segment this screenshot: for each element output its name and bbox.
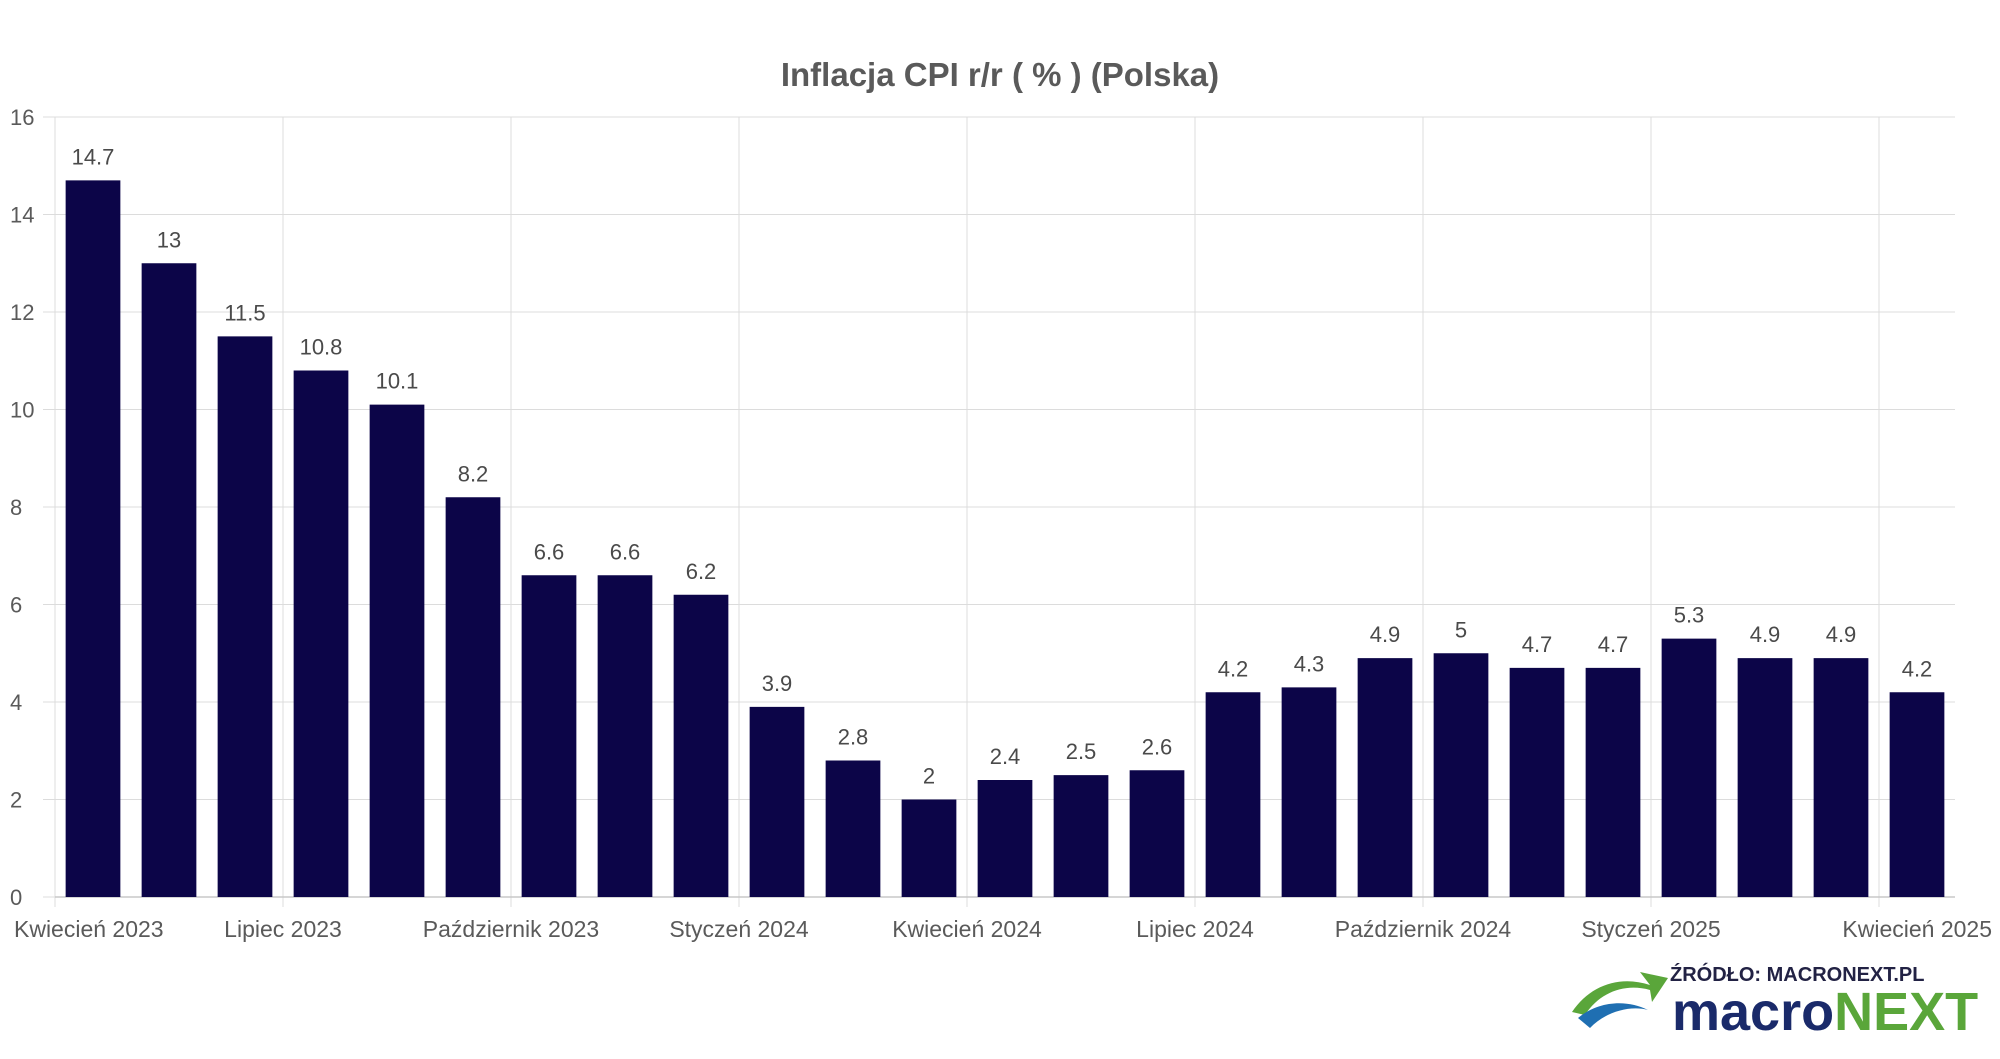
bar (445, 497, 501, 897)
y-tick-label: 2 (10, 788, 22, 813)
data-label: 4.9 (1826, 622, 1857, 647)
data-label: 4.7 (1522, 632, 1553, 657)
bar (369, 404, 425, 897)
bar (1737, 658, 1793, 897)
data-label: 5 (1455, 617, 1467, 642)
x-axis-ticks: Kwiecień 2023 Lipiec 2023 Październik 2023… (14, 916, 1992, 942)
x-tick-label: Październik 2024 (1335, 916, 1512, 942)
x-tick-label: Lipiec 2024 (1136, 916, 1254, 942)
data-label: 10.8 (300, 335, 343, 360)
data-label: 4.2 (1218, 656, 1249, 681)
data-label: 14.7 (72, 144, 115, 169)
data-label: 4.9 (1370, 622, 1401, 647)
x-tick-label: Kwiecień 2024 (892, 916, 1042, 942)
bars (65, 180, 1945, 897)
bar (825, 760, 881, 897)
data-labels: 14.7 13 11.5 10.8 10.1 8.2 6.6 6.6 6.2 3.9 2.8 2 2.4… (72, 144, 1933, 788)
data-label: 6.2 (686, 559, 717, 584)
green-arrow-swoosh-icon (1572, 972, 1668, 1028)
data-label: 2 (923, 764, 935, 789)
bar (293, 370, 349, 897)
y-tick-label: 16 (10, 105, 34, 130)
x-tick-label: Kwiecień 2025 (1842, 916, 1992, 942)
bar (65, 180, 121, 897)
y-tick-label: 0 (10, 885, 22, 910)
y-tick-label: 12 (10, 300, 34, 325)
data-label: 3.9 (762, 671, 793, 696)
data-label: 2.6 (1142, 734, 1173, 759)
y-tick-label: 10 (10, 398, 34, 423)
bar (597, 575, 653, 897)
x-tick-label: Kwiecień 2023 (14, 916, 164, 942)
x-tick-label: Styczeń 2024 (669, 916, 809, 942)
data-label: 2.8 (838, 725, 869, 750)
bar (1889, 692, 1945, 897)
data-label: 10.1 (376, 369, 419, 394)
bar (521, 575, 577, 897)
data-label: 6.6 (534, 539, 565, 564)
data-label: 4.9 (1750, 622, 1781, 647)
chart-title: Inflacja CPI r/r ( % ) (Polska) (781, 56, 1219, 93)
data-label: 4.2 (1902, 656, 1933, 681)
data-label: 4.3 (1294, 651, 1325, 676)
bar (1661, 638, 1717, 897)
data-label: 2.4 (990, 744, 1021, 769)
x-tick-label: Styczeń 2025 (1581, 916, 1720, 942)
brand-part-2: NEXT (1834, 982, 1978, 1042)
bar (749, 706, 805, 897)
bar (1813, 658, 1869, 897)
data-label: 8.2 (458, 461, 489, 486)
y-tick-label: 14 (10, 203, 34, 228)
data-label: 6.6 (610, 539, 641, 564)
bar (1053, 775, 1109, 897)
y-tick-label: 8 (10, 495, 22, 520)
bar (1585, 667, 1641, 897)
data-label: 11.5 (224, 300, 265, 325)
source-logo: ŹRÓDŁO: MACRONEXT.PL macroNEXT (1572, 962, 1978, 1042)
data-label: 2.5 (1066, 739, 1097, 764)
data-label: 13 (157, 227, 181, 252)
data-label: 5.3 (1674, 603, 1705, 628)
bar (673, 594, 729, 897)
x-tick-label: Październik 2023 (423, 916, 599, 942)
y-tick-label: 6 (10, 593, 22, 618)
bar (141, 263, 197, 897)
bar (1433, 653, 1489, 897)
source-text: ŹRÓDŁO: MACRONEXT.PL (1670, 962, 1924, 986)
data-label: 4.7 (1598, 632, 1629, 657)
x-tick-label: Lipiec 2023 (224, 916, 342, 942)
y-axis-ticks: 0 2 4 6 8 10 12 14 16 (10, 105, 34, 910)
bar (1509, 667, 1565, 897)
brand-part-1: macro (1672, 982, 1834, 1042)
bar (1129, 770, 1185, 897)
bar (901, 799, 957, 897)
brand-wordmark: macroNEXT (1672, 982, 1978, 1042)
bar (217, 336, 273, 897)
bar (1357, 658, 1413, 897)
y-tick-label: 4 (10, 690, 22, 715)
bar (1281, 687, 1337, 897)
bar (977, 780, 1033, 897)
bar (1205, 692, 1261, 897)
